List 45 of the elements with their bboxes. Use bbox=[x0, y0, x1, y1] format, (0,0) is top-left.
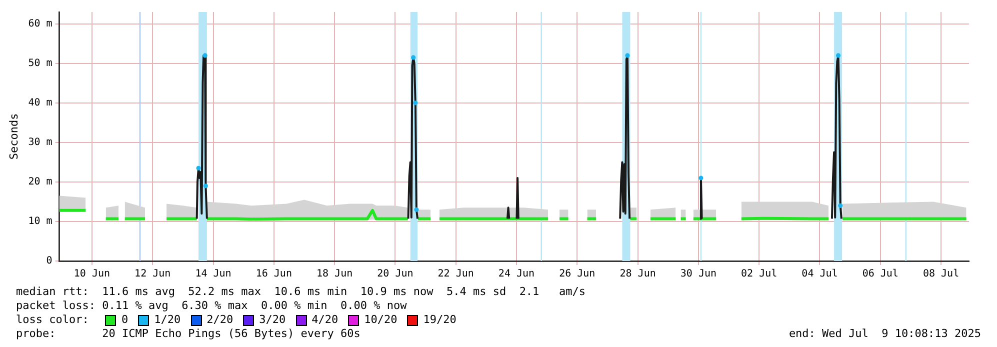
x-tick-label: 16 Jun bbox=[256, 268, 292, 280]
point bbox=[202, 53, 208, 58]
legend-label: 4/20 bbox=[312, 313, 338, 327]
x-tick-label: 10 Jun bbox=[74, 268, 110, 280]
point bbox=[698, 176, 704, 180]
point bbox=[414, 207, 419, 212]
legend-label: 0 bbox=[121, 313, 128, 327]
x-tick-label: 18 Jun bbox=[316, 268, 353, 280]
point bbox=[411, 55, 416, 60]
y-tick-label: 60 m bbox=[28, 18, 52, 30]
x-tick-label: 28 Jun bbox=[620, 268, 656, 280]
legend-label: 3/20 bbox=[259, 313, 286, 327]
point bbox=[203, 184, 208, 188]
point bbox=[625, 53, 630, 58]
text: packet loss: 0.11 % avg 6.30 % max 0.00 % min 0.00 % now bbox=[16, 299, 407, 313]
y-tick-label: 20 m bbox=[28, 176, 52, 188]
x-tick-label: 14 Jun bbox=[195, 268, 232, 280]
point bbox=[836, 53, 841, 58]
point bbox=[838, 203, 843, 208]
x-tick-label: 30 Jun bbox=[680, 268, 717, 280]
legend-label: 19/20 bbox=[423, 313, 456, 327]
x-tick-label: 04 Jul bbox=[802, 268, 838, 280]
y-tick-label: 40 m bbox=[28, 98, 52, 108]
legend-label: 2/20 bbox=[206, 313, 234, 327]
text: end: Wed Jul 9 10:08:13 2025 bbox=[788, 327, 981, 341]
x-tick-label: 22 Jun bbox=[438, 268, 474, 280]
legend-label: 10/20 bbox=[364, 313, 398, 327]
y-tick-label: 30 m bbox=[28, 137, 52, 148]
x-tick-label: 26 Jun bbox=[559, 268, 596, 280]
text: probe: 20 ICMP Echo Pings (56 Bytes) every 60s bbox=[16, 327, 360, 341]
y-tick-label: 50 m bbox=[28, 58, 52, 69]
text: median rtt: 11.6 ms avg 52.2 ms max 10.6 ms min 10.9 ms now 5.4 ms sd 2.1 am/s bbox=[16, 285, 586, 299]
point bbox=[196, 166, 201, 170]
x-tick-label: 08 Jul bbox=[922, 268, 960, 280]
x-tick-label: 24 Jun bbox=[498, 268, 535, 280]
x-tick-label: 20 Jun bbox=[377, 268, 414, 280]
x-tick-label: 12 Jun bbox=[134, 268, 171, 280]
y-tick-label: 10 m bbox=[28, 216, 52, 228]
y-tick-label: 0 bbox=[46, 256, 52, 267]
y-axis-title: Seconds bbox=[7, 113, 20, 160]
x-tick-label: 02 Jul bbox=[741, 268, 778, 280]
legend-title: loss color: bbox=[16, 313, 90, 327]
legend-label: 1/20 bbox=[154, 313, 181, 327]
point bbox=[413, 100, 418, 106]
x-tick-label: 06 Jul bbox=[862, 268, 898, 280]
